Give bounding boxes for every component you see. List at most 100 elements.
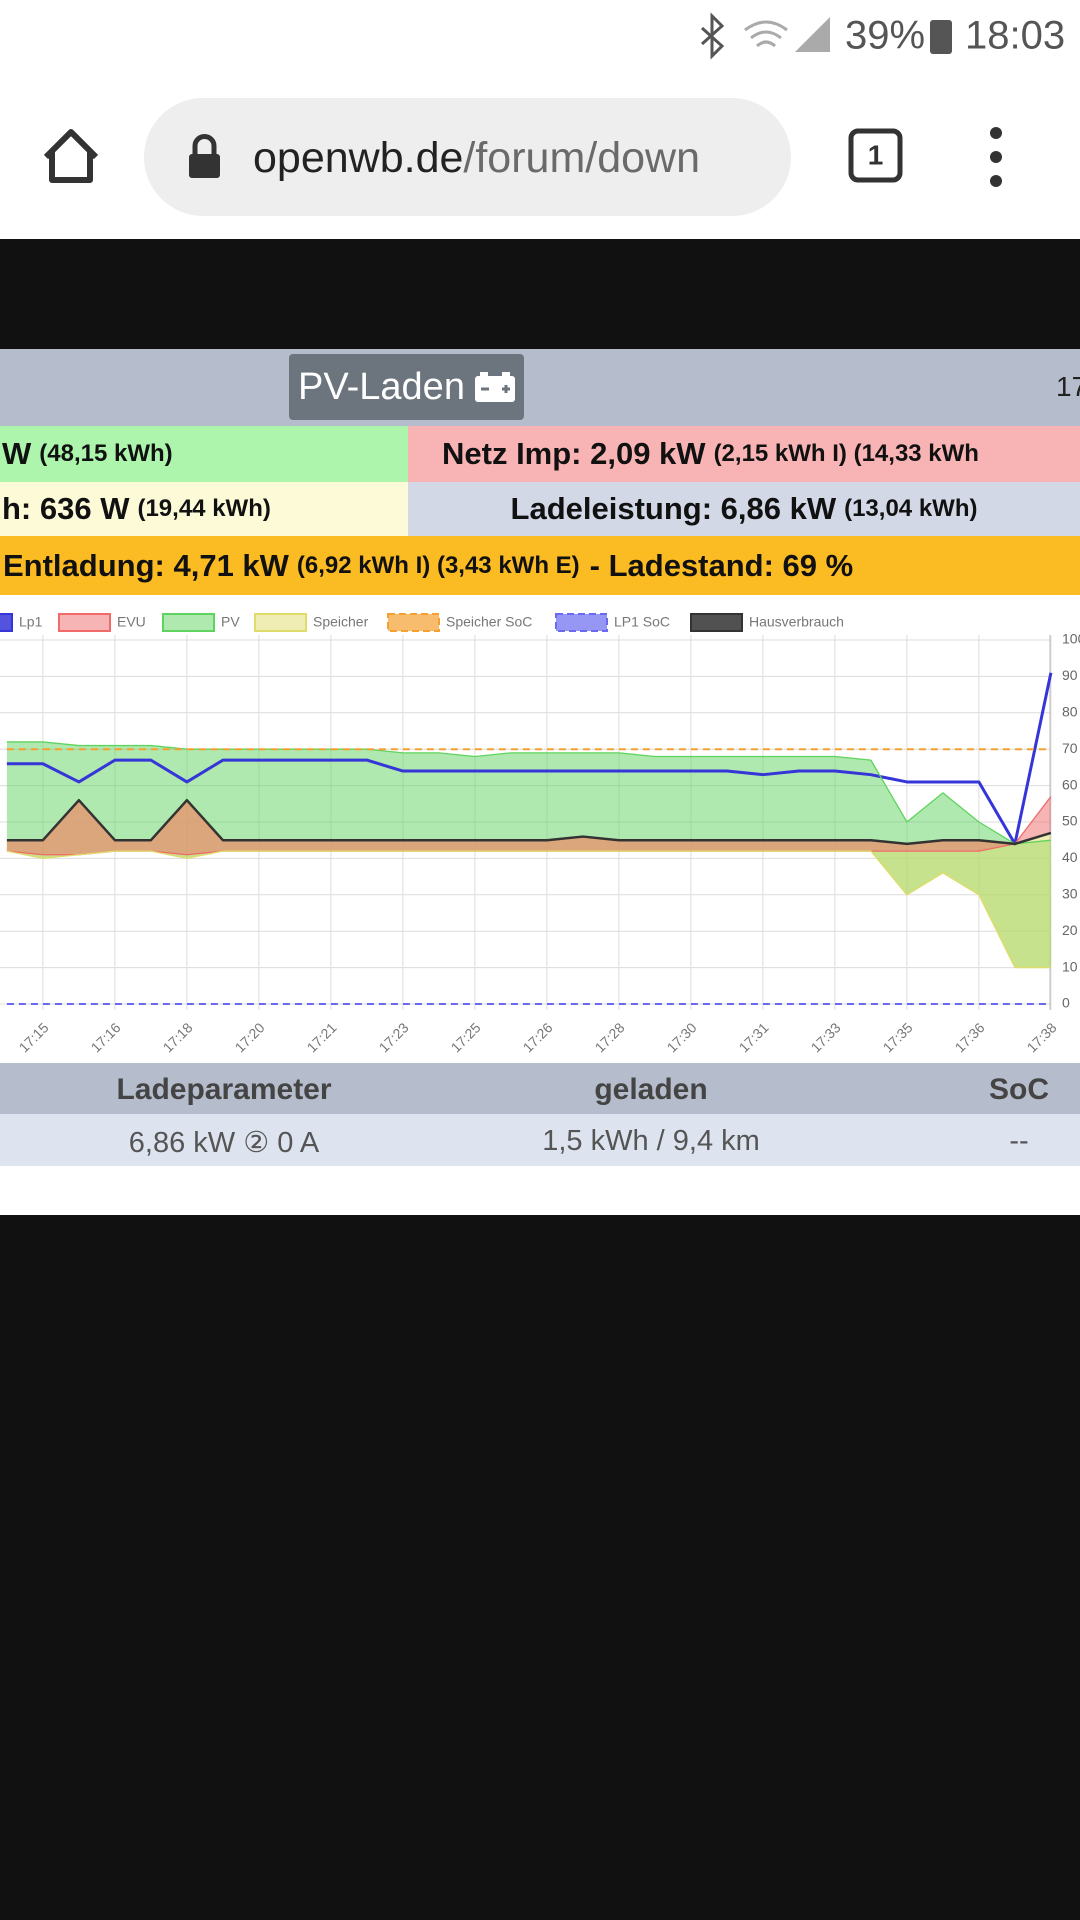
y-tick-label: 100 <box>1062 631 1080 647</box>
storage-detail: (6,92 kWh I) (3,43 kWh E) <box>296 551 580 579</box>
battery-icon <box>930 20 952 54</box>
x-tick-label: 17:15 <box>16 1019 52 1055</box>
grid-detail: (2,15 kWh I) (14,33 kWh <box>713 440 979 467</box>
y-tick-label: 0 <box>1062 995 1070 1011</box>
x-tick-label: 17:33 <box>808 1019 844 1055</box>
url-text: openwb.de/forum/down <box>253 130 768 186</box>
chart: 0 10 20 30 40 50 60 70 80 90 100 17:15 17:16 17:18 17:… <box>0 595 1080 1063</box>
table-cell: 6,86 kW ② 0 A <box>128 1127 320 1159</box>
y-tick-label: 70 <box>1062 740 1078 756</box>
url-bar[interactable] <box>144 98 791 216</box>
charging-value: Ladeleistung: 6,86 kW <box>510 491 837 526</box>
url-host: openwb.de <box>253 134 464 182</box>
y-tick-label: 80 <box>1062 704 1078 720</box>
lock-icon <box>189 134 220 178</box>
battery-symbol <box>474 372 515 402</box>
x-tick-label: 17:26 <box>520 1019 556 1055</box>
pv-value: W <box>2 436 32 471</box>
legend-label: Lp1 <box>19 614 43 630</box>
stats-row-3: Entladung: 4,71 kW (6,92 kWh I) (3,43 kWh… <box>0 536 1080 595</box>
wifi-icon <box>744 20 788 48</box>
status-icons <box>700 12 952 60</box>
x-tick-label: 17:23 <box>376 1019 412 1055</box>
y-tick-label: 30 <box>1062 886 1078 902</box>
clock: 18:03 <box>965 14 1065 58</box>
storage-value: Entladung: 4,71 kW <box>3 547 289 583</box>
x-tick-label: 17:35 <box>880 1019 916 1055</box>
table-cell: -- <box>1009 1125 1029 1157</box>
mode-button[interactable]: PV-Laden <box>289 354 524 420</box>
table-cell: 1,5 kWh / 9,4 km <box>542 1125 760 1157</box>
y-tick-label: 20 <box>1062 922 1078 938</box>
pv-detail: (48,15 kWh) <box>39 440 173 467</box>
column-header: Ladeparameter <box>116 1073 332 1106</box>
legend-swatch <box>58 613 111 632</box>
battery-level: 39% <box>845 14 925 58</box>
storage-cell: Entladung: 4,71 kW (6,92 kWh I) (3,43 kWh… <box>3 536 1080 595</box>
y-tick-label: 10 <box>1062 958 1078 974</box>
legend-label: Hausverbrauch <box>749 614 844 630</box>
legend-swatch <box>162 613 215 632</box>
house-cell: h: 636 W (19,44 kWh) <box>0 482 408 536</box>
pv-cell: W (48,15 kWh) <box>0 426 408 482</box>
x-tick-label: 17:38 <box>1024 1019 1060 1055</box>
x-tick-label: 17:18 <box>160 1019 196 1055</box>
home-button[interactable] <box>43 129 99 183</box>
y-tick-label: 50 <box>1062 813 1078 829</box>
legend-item: Lp1 <box>0 613 43 632</box>
legend-label: Speicher SoC <box>446 614 532 630</box>
table-footer-space <box>0 1166 1080 1215</box>
legend-item: PV <box>162 613 240 632</box>
legend-item: EVU <box>58 613 146 632</box>
legend-swatch <box>555 613 608 632</box>
column-header: geladen <box>594 1073 708 1106</box>
url-path: /forum/down <box>463 134 701 182</box>
charging-detail: (13,04 kWh) <box>844 495 978 522</box>
legend-label: PV <box>221 614 240 630</box>
column-header: SoC <box>989 1073 1049 1106</box>
legend-swatch <box>0 613 13 632</box>
signal-icon <box>795 17 830 52</box>
legend-label: LP1 SoC <box>614 614 670 630</box>
series-line <box>6 850 1051 969</box>
legend-item: Speicher SoC <box>387 613 532 632</box>
x-tick-label: 17:21 <box>304 1019 340 1055</box>
legend-item: Speicher <box>254 613 369 632</box>
y-tick-label: 60 <box>1062 776 1078 792</box>
storage-soc: - Ladestand: 69 % <box>589 547 854 583</box>
legend-label: Speicher <box>313 614 369 630</box>
tab-count: 1 <box>868 139 884 170</box>
tab-switcher[interactable] <box>848 128 903 183</box>
table-header: Ladeparameter geladen SoC <box>0 1063 1080 1114</box>
bluetooth-icon <box>700 12 725 60</box>
y-tick-label: 90 <box>1062 667 1078 683</box>
x-tick-label: 17:36 <box>952 1019 988 1055</box>
table-row: 6,86 kW ② 0 A 1,5 kWh / 9,4 km -- <box>0 1114 1080 1166</box>
legend-swatch <box>254 613 307 632</box>
grid-value: Netz Imp: 2,09 kW <box>442 436 706 471</box>
house-detail: (19,44 kWh) <box>137 495 271 522</box>
time-fragment: 17 <box>1056 371 1080 402</box>
x-tick-label: 17:31 <box>736 1019 772 1055</box>
x-tick-label: 17:16 <box>88 1019 124 1055</box>
grid-cell: Netz Imp: 2,09 kW (2,15 kWh I) (14,33 kWh <box>408 426 1080 482</box>
stats-row-1: W (48,15 kWh) Netz Imp: 2,09 kW (2,15 kWh … <box>0 426 1080 482</box>
menu-button[interactable] <box>990 127 1002 187</box>
legend-item: LP1 SoC <box>555 613 670 632</box>
legend-swatch <box>387 613 440 632</box>
legend-label: EVU <box>117 614 146 630</box>
chrome-icons: 39% 18:03 1 <box>43 12 1065 216</box>
series-line <box>6 798 1052 846</box>
x-tick-label: 17:28 <box>592 1019 628 1055</box>
charging-cell: Ladeleistung: 6,86 kW (13,04 kWh) <box>408 482 1080 536</box>
x-tick-label: 17:20 <box>232 1019 268 1055</box>
mode-label: PV-Laden <box>298 365 465 408</box>
x-tick-label: 17:25 <box>448 1019 484 1055</box>
x-tick-label: 17:30 <box>664 1019 700 1055</box>
series-line <box>6 672 1053 846</box>
legend-swatch <box>690 613 743 632</box>
header-bar: PV-Laden 17 <box>0 349 1080 426</box>
legend-item: Hausverbrauch <box>690 613 844 632</box>
house-value: h: 636 W <box>2 491 130 526</box>
area-fill <box>6 741 1051 968</box>
